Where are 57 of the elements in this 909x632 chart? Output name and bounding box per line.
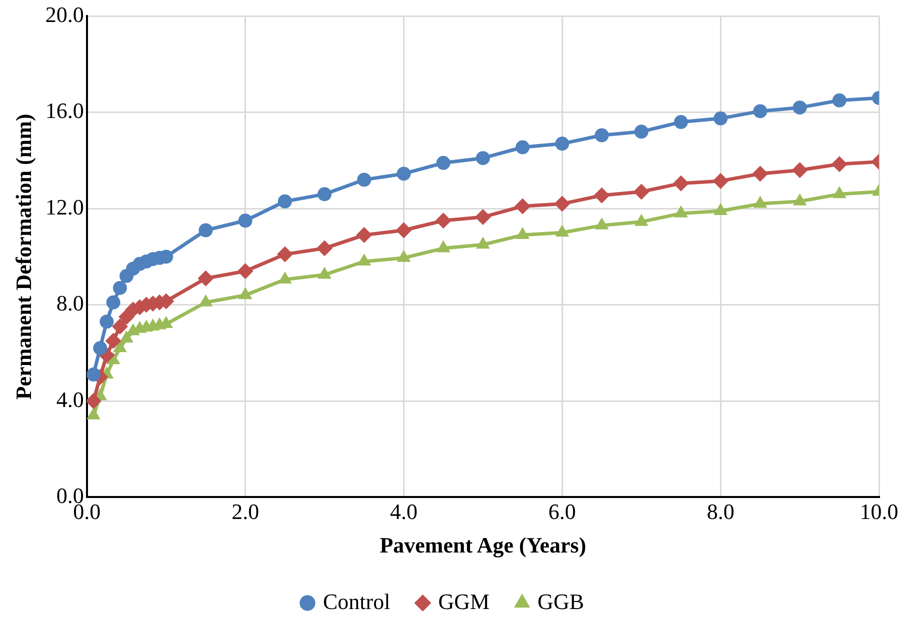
point — [474, 209, 491, 226]
legend-label: GGB — [538, 588, 584, 614]
y-tick-label: 8.0 — [56, 290, 84, 316]
point — [712, 172, 729, 189]
point — [594, 187, 610, 204]
x-axis-title: Pavement Age (Years) — [380, 532, 586, 558]
point — [594, 128, 609, 142]
point — [396, 222, 412, 238]
legend-label: Control — [322, 588, 390, 614]
y-axis-title: Permanent Deformation (mm) — [10, 114, 36, 400]
point — [555, 136, 570, 151]
x-tick-label: 10.0 — [860, 499, 898, 524]
point — [357, 172, 372, 187]
point — [714, 111, 728, 126]
y-tick-label: 4.0 — [56, 386, 84, 412]
x-tick-label: 8.0 — [706, 499, 734, 524]
point — [316, 240, 333, 256]
point — [86, 368, 100, 382]
x-tick-label: 6.0 — [548, 499, 576, 524]
y-tick-label: 12.0 — [45, 194, 84, 220]
point — [106, 295, 120, 310]
x-tick-label: 2.0 — [232, 499, 260, 524]
point — [831, 156, 848, 172]
point — [476, 151, 490, 166]
point — [435, 212, 452, 229]
point — [516, 140, 530, 154]
point — [278, 194, 292, 208]
y-tick-label: 20.0 — [45, 2, 84, 27]
point — [276, 246, 293, 262]
point — [554, 196, 570, 212]
point — [237, 263, 254, 280]
point — [674, 115, 688, 130]
point — [396, 166, 411, 181]
point — [792, 100, 807, 115]
point — [436, 156, 450, 170]
x-tick-label: 4.0 — [390, 499, 418, 524]
point — [514, 198, 531, 214]
point — [93, 341, 108, 356]
point — [112, 280, 127, 295]
point — [832, 93, 846, 108]
point — [100, 314, 114, 329]
point — [318, 187, 332, 202]
y-tick-label: 16.0 — [45, 98, 84, 124]
point — [198, 270, 214, 286]
point — [112, 318, 128, 334]
point — [634, 124, 648, 139]
point — [238, 214, 252, 228]
point — [792, 162, 808, 178]
point — [105, 332, 122, 349]
point — [633, 184, 650, 200]
point — [198, 223, 213, 238]
point — [753, 104, 768, 118]
point — [672, 175, 689, 192]
legend-label: GGM — [438, 588, 490, 614]
point — [356, 227, 372, 244]
point — [752, 166, 768, 182]
point — [86, 393, 102, 409]
